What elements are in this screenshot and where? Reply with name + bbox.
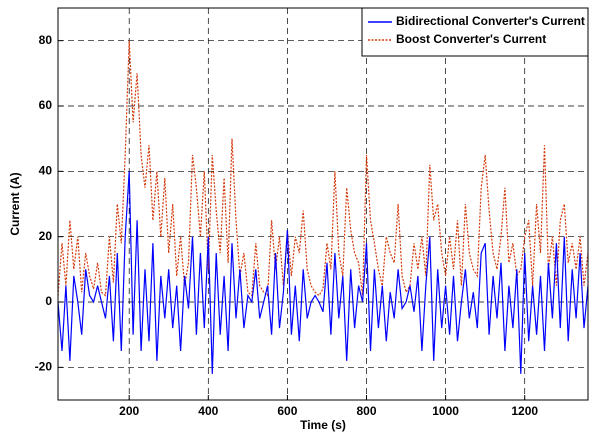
legend-label: Bidirectional Converter's Current — [396, 14, 585, 28]
legend-box — [361, 7, 589, 57]
y-tick-label: 60 — [39, 98, 53, 112]
x-axis-label: Time (s) — [300, 418, 346, 432]
y-tick-label: 20 — [39, 229, 53, 243]
x-tick-label: 1000 — [432, 404, 459, 418]
x-tick-label: 1200 — [511, 404, 538, 418]
y-tick-label: 80 — [39, 33, 53, 47]
x-tick-label: 200 — [119, 404, 139, 418]
x-tick-label: 800 — [356, 404, 376, 418]
y-tick-label: 40 — [39, 164, 53, 178]
y-axis-label: Current (A) — [8, 172, 22, 235]
axes-box — [57, 7, 589, 401]
data-line — [57, 171, 589, 374]
x-tick-label: 600 — [277, 404, 297, 418]
y-tick-label: 0 — [45, 294, 52, 308]
x-tick-label: 400 — [198, 404, 218, 418]
y-tick-label: -20 — [35, 360, 53, 374]
data-line — [57, 40, 589, 297]
legend-label: Boost Converter's Current — [396, 32, 546, 46]
